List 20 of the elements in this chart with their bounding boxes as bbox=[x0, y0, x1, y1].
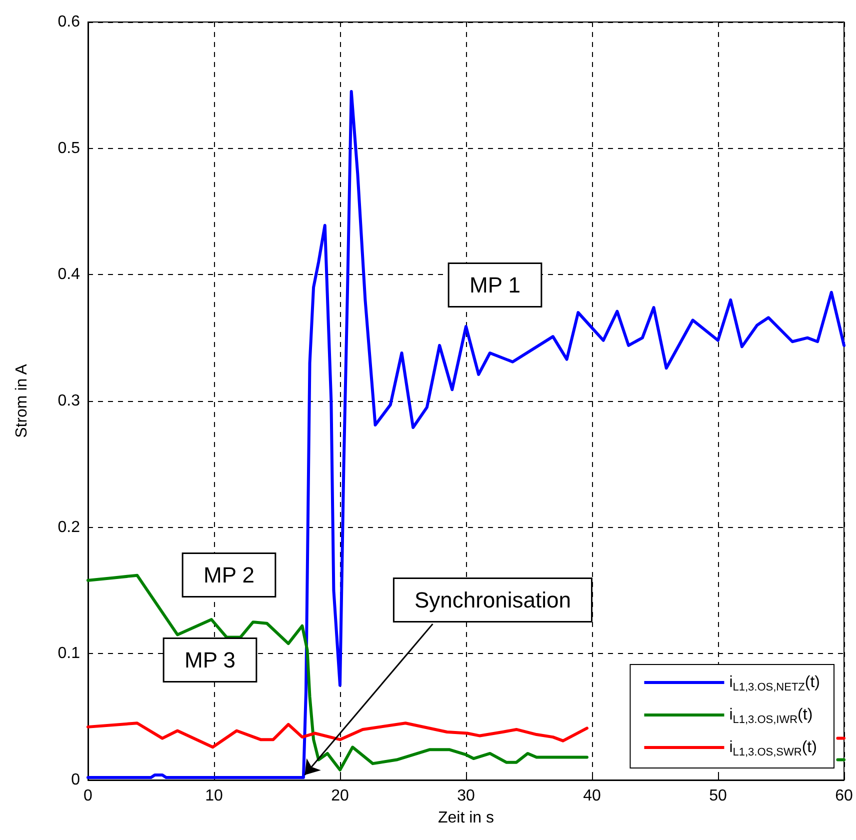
y-tick-label: 0.4 bbox=[58, 266, 80, 284]
x-axis-title: Zeit in s bbox=[438, 810, 494, 826]
x-tick-label: 10 bbox=[205, 788, 223, 804]
y-tick-label: 0.3 bbox=[58, 392, 80, 410]
x-tick-label: 50 bbox=[709, 788, 727, 804]
x-tick-label: 20 bbox=[331, 788, 349, 804]
y-tick-label: 0.2 bbox=[58, 518, 80, 536]
annotation: Synchronisation bbox=[414, 587, 571, 612]
y-axis-title: Strom in A bbox=[14, 364, 30, 438]
x-tick-label: 60 bbox=[835, 788, 853, 804]
y-tick-label: 0 bbox=[71, 772, 80, 788]
y-tick-label: 0.1 bbox=[58, 645, 80, 662]
x-tick-label: 0 bbox=[84, 788, 93, 804]
x-tick-label: 40 bbox=[583, 788, 601, 804]
y-tick-label: 0.5 bbox=[58, 140, 80, 157]
x-tick-label: 30 bbox=[457, 788, 475, 804]
y-tick-label: 0.6 bbox=[58, 14, 80, 30]
annotation: MP 1 bbox=[470, 272, 520, 298]
annotation: MP 3 bbox=[184, 648, 236, 672]
annotation: MP 2 bbox=[204, 562, 254, 588]
